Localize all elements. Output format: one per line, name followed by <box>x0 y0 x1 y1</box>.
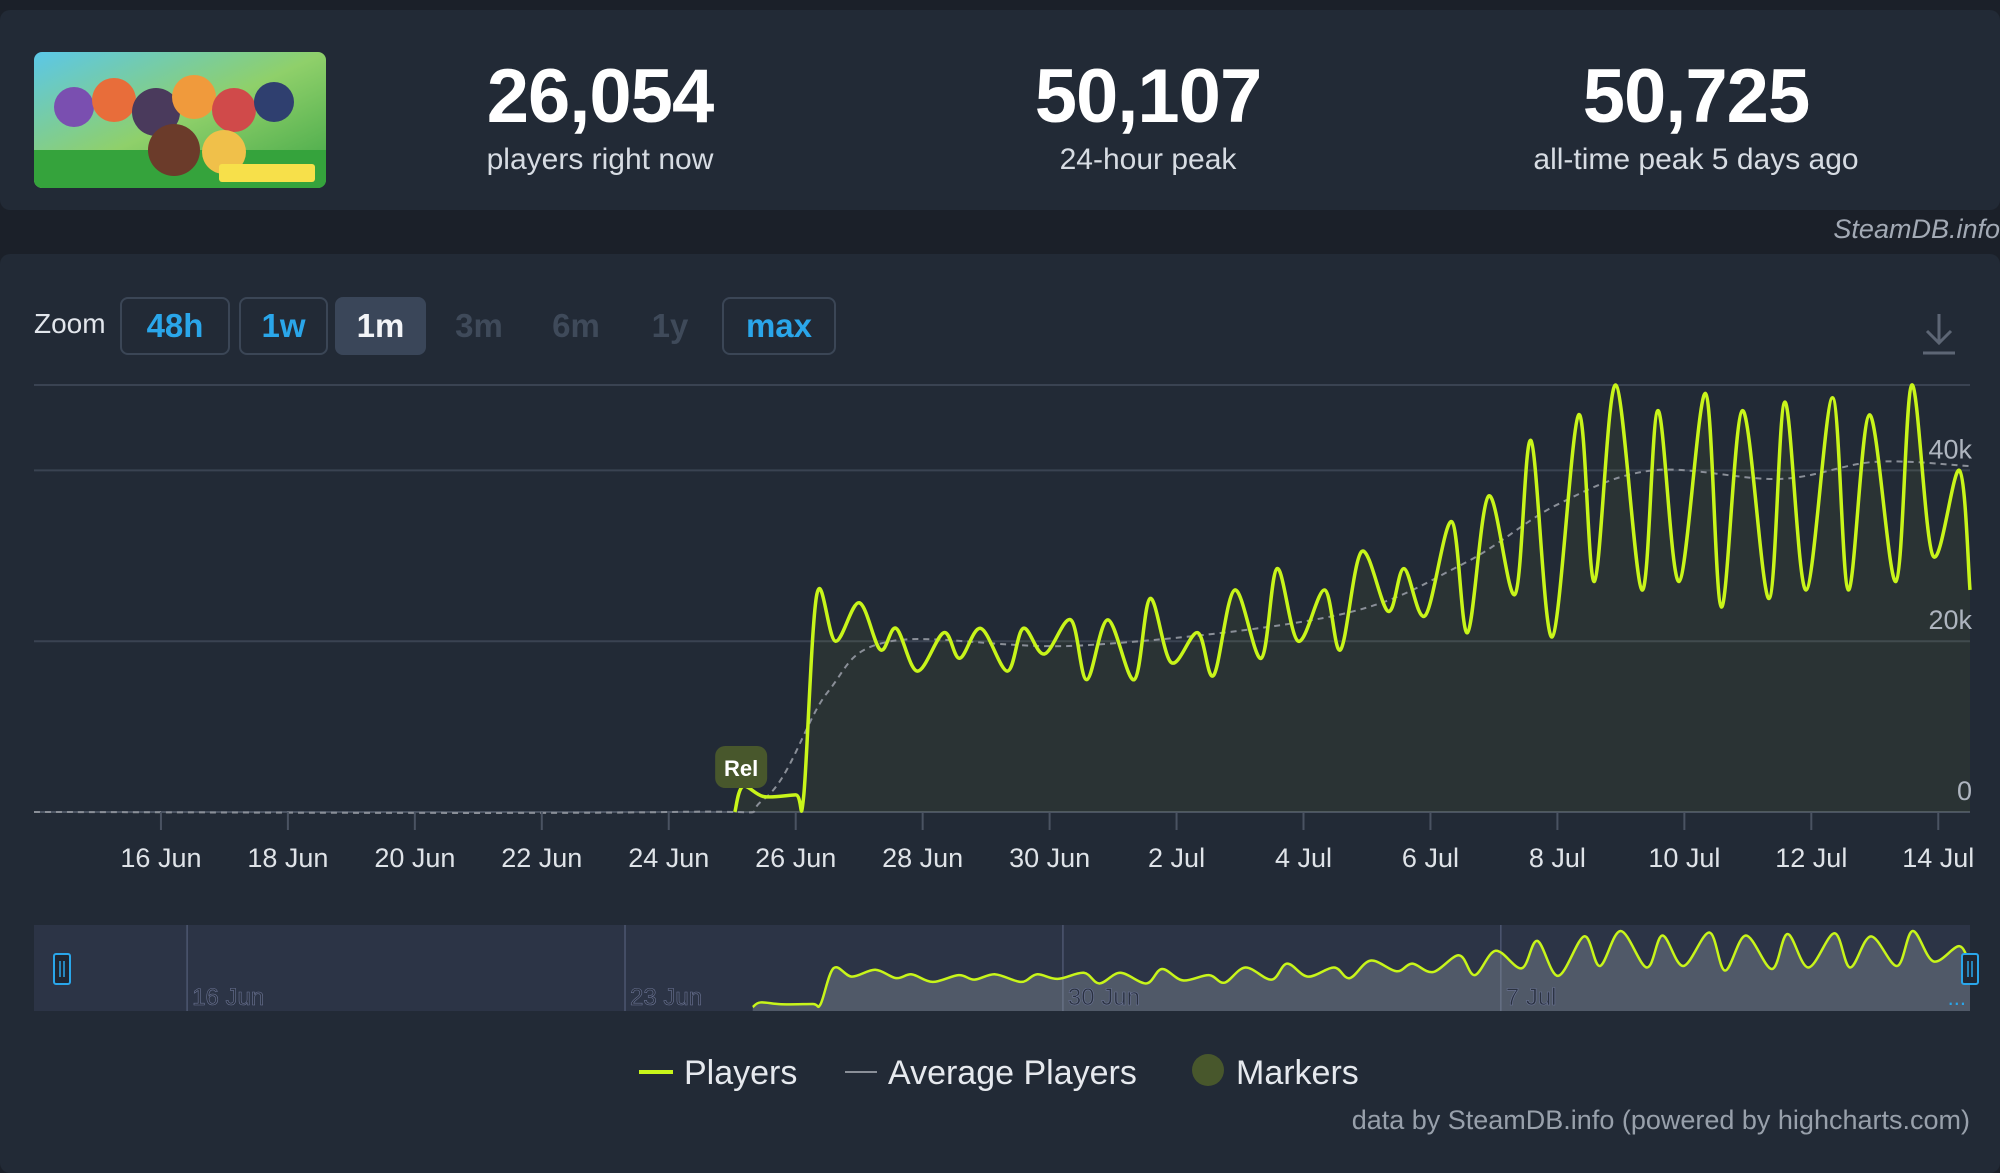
y-tick-label: 40k <box>1928 434 1972 464</box>
x-tick-label: 24 Jun <box>628 843 709 873</box>
navigator-handles[interactable] <box>53 953 1979 985</box>
release-marker[interactable] <box>715 746 768 788</box>
x-tick-label: 12 Jul <box>1775 843 1847 873</box>
release-marker-label: Rel <box>724 756 758 781</box>
y-tick-label: 20k <box>1928 605 1972 635</box>
highcharts-credit[interactable]: data by SteamDB.info (powered by highcha… <box>1351 1105 1970 1135</box>
y-axis-labels: 0 20k 40k <box>1928 434 1972 806</box>
all-time-peak-value: 50,725 <box>1582 54 1810 139</box>
navigator-tick-label: 23 Jun <box>630 984 702 1011</box>
download-icon[interactable] <box>1920 312 1958 356</box>
stats-panel: 26,054 players right now 50,107 24-hour … <box>0 10 2000 210</box>
zoom-1m-button[interactable]: 1m <box>335 297 426 355</box>
navigator-line <box>751 929 1972 1009</box>
x-tick-label: 4 Jul <box>1275 843 1332 873</box>
x-tick-label: 28 Jun <box>882 843 963 873</box>
x-tick-label: 18 Jun <box>247 843 328 873</box>
legend-players-label[interactable]: Players <box>684 1054 797 1092</box>
zoom-48h-button[interactable]: 48h <box>120 297 230 355</box>
game-thumbnail-image <box>34 52 326 188</box>
current-players-value: 26,054 <box>486 54 714 139</box>
legend-markers-label[interactable]: Markers <box>1236 1054 1359 1092</box>
peak-24h-stat: 50,107 24-hour peak <box>898 52 1398 178</box>
peak-24h-value: 50,107 <box>1034 54 1262 139</box>
x-tick-label: 10 Jul <box>1648 843 1720 873</box>
x-axis-labels: 16 Jun 18 Jun 20 Jun 22 Jun 24 Jun 26 Jun 28 J… <box>120 812 1974 873</box>
zoom-3m-button[interactable]: 3m <box>455 307 503 344</box>
navigator-more-label: ... <box>1948 985 1966 1010</box>
x-tick-label: 8 Jul <box>1529 843 1586 873</box>
navigator-left-handle[interactable] <box>53 953 71 985</box>
chart-legend[interactable]: Players Average Players Markers <box>639 1054 1359 1092</box>
navigator-right-handle[interactable] <box>1961 953 1979 985</box>
navigator-tick-label: 30 Jun <box>1068 984 1140 1011</box>
x-tick-label: 30 Jun <box>1009 843 1090 873</box>
peak-24h-label: 24-hour peak <box>1059 143 1237 176</box>
x-tick-label: 14 Jul <box>1902 843 1974 873</box>
steamdb-credit-top[interactable]: SteamDB.info <box>1833 214 2000 244</box>
chart-panel <box>0 254 2000 1173</box>
x-tick-label: 26 Jun <box>755 843 836 873</box>
zoom-6m-button[interactable]: 6m <box>552 307 600 344</box>
navigator-area <box>752 930 1970 1011</box>
current-players-stat: 26,054 players right now <box>350 52 850 178</box>
navigator-labels: 16 Jun 23 Jun 30 Jun 7 Jul... <box>192 984 1966 1012</box>
zoom-label: Zoom <box>34 308 106 339</box>
zoom-max-button[interactable]: max <box>722 297 836 355</box>
current-players-label: players right now <box>486 143 714 176</box>
navigator-tick-label: 16 Jun <box>192 984 264 1011</box>
x-tick-label: 2 Jul <box>1148 843 1205 873</box>
x-tick-label: 6 Jul <box>1402 843 1459 873</box>
zoom-1y-button[interactable]: 1y <box>651 307 689 344</box>
y-tick-label: 0 <box>1957 776 1972 806</box>
legend-markers-symbol <box>1192 1054 1224 1086</box>
x-tick-label: 22 Jun <box>501 843 582 873</box>
markers-group[interactable]: Rel <box>715 746 768 788</box>
players-line[interactable] <box>733 383 1972 813</box>
all-time-peak-stat: 50,725 all-time peak 5 days ago <box>1446 52 1946 178</box>
all-time-peak-label: all-time peak 5 days ago <box>1533 143 1859 176</box>
navigator[interactable]: 16 Jun 23 Jun 30 Jun 7 Jul... <box>34 925 1979 1012</box>
navigator-tick-label: 7 Jul <box>1506 984 1557 1011</box>
zoom-1w-button[interactable]: 1w <box>239 297 328 355</box>
x-tick-label: 20 Jun <box>374 843 455 873</box>
legend-average-label[interactable]: Average Players <box>888 1054 1137 1092</box>
x-tick-label: 16 Jun <box>120 843 201 873</box>
